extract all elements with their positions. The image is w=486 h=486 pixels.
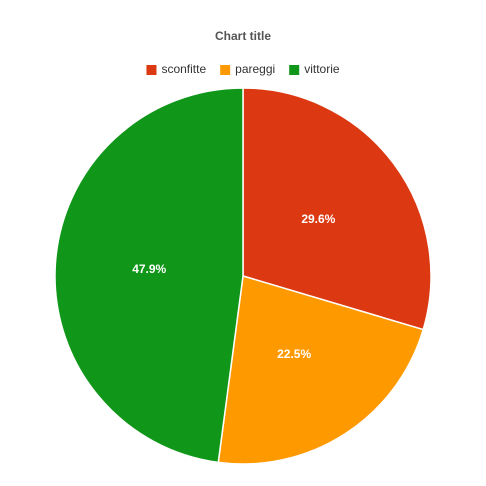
chart-title: Chart title bbox=[215, 29, 271, 43]
pie-slice bbox=[217, 275, 425, 465]
legend-swatch bbox=[220, 65, 231, 75]
data-label: 47.9% bbox=[132, 262, 166, 276]
legend-label: vittorie bbox=[304, 62, 340, 76]
legend-swatch bbox=[289, 65, 300, 75]
data-label: 29.6% bbox=[301, 212, 335, 226]
legend: sconfitte pareggi vittorie bbox=[146, 62, 340, 76]
data-label: 22.5% bbox=[277, 347, 311, 361]
legend-swatch bbox=[146, 65, 157, 75]
pie-slice bbox=[242, 87, 432, 331]
legend-label: sconfitte bbox=[161, 62, 206, 76]
pie-slice bbox=[54, 87, 244, 464]
legend-label: pareggi bbox=[235, 62, 275, 76]
